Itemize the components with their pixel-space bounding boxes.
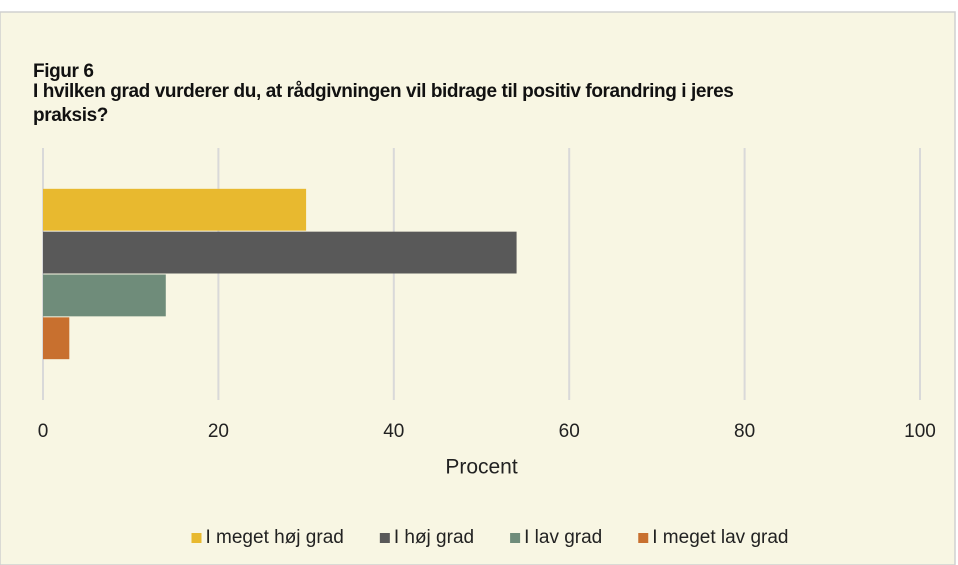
x-tick-label: 60 — [559, 421, 580, 442]
bar — [43, 188, 307, 231]
legend-swatch — [510, 533, 521, 543]
x-tick-label: 20 — [208, 421, 229, 442]
x-tick-label: 100 — [904, 421, 936, 442]
bar — [43, 317, 70, 360]
x-tick-label: 80 — [734, 421, 755, 442]
x-tick-label: 0 — [38, 421, 49, 442]
bar — [43, 274, 166, 317]
x-axis-label: Procent — [445, 456, 518, 479]
legend-label: I høj grad — [394, 527, 474, 548]
legend-label: I meget lav grad — [652, 527, 788, 548]
chart-title: Figur 6 — [33, 61, 94, 82]
legend-swatch — [379, 533, 390, 543]
legend-label: I meget høj grad — [205, 527, 343, 548]
legend-label: I lav grad — [524, 527, 602, 548]
legend-swatch — [191, 533, 202, 543]
x-tick-label: 40 — [383, 421, 404, 442]
bar — [43, 231, 517, 274]
chart-subtitle: I hvilken grad vurderer du, at rådgivnin… — [33, 81, 734, 126]
legend-swatch — [638, 533, 649, 543]
